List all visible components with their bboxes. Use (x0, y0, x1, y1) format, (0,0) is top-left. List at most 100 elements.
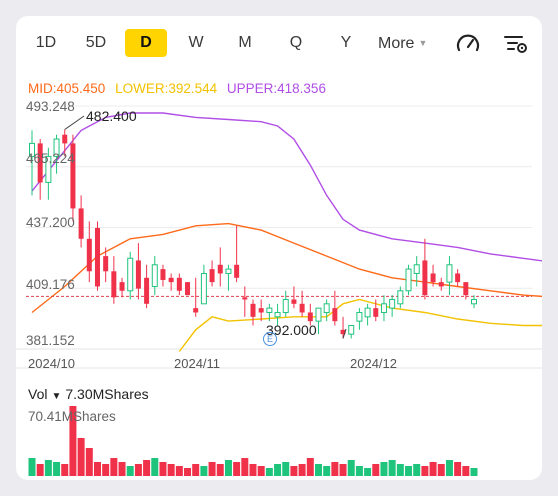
candle-body (446, 264, 453, 283)
candle-body (463, 282, 469, 296)
candle-body (160, 269, 166, 280)
volume-bar (118, 462, 126, 476)
candle-body (53, 138, 60, 157)
volume-bar (233, 462, 241, 476)
volume-header[interactable]: Vol ▼ 7.30MShares (28, 386, 149, 402)
volume-bar (110, 458, 118, 476)
volume-bar (216, 464, 224, 476)
chevron-down-icon: ▼ (418, 38, 428, 48)
candle-body (200, 272, 207, 305)
candle-body (209, 269, 215, 283)
volume-bar (224, 460, 232, 476)
volume-bar (396, 464, 404, 476)
candle-body (144, 277, 150, 304)
volume-bar (282, 462, 290, 476)
tab-q[interactable]: Q (289, 34, 303, 51)
volume-bar (69, 406, 77, 476)
candle-body (422, 260, 428, 296)
candle-body (274, 311, 281, 318)
low-annotation: 392.000 (266, 322, 317, 338)
y-tick-label: 493.248 (26, 99, 75, 114)
candle-body (185, 282, 191, 296)
volume-bar (372, 464, 380, 476)
candle-body (299, 303, 305, 313)
stock-chart-card: 1D 5D D W M Q Y More ▼ MID:405.450 LOWER:… (16, 16, 542, 480)
candle-body (397, 290, 404, 305)
volume-label: Vol (28, 386, 48, 402)
volume-bar (93, 462, 101, 476)
tab-w[interactable]: W (188, 34, 204, 51)
volume-bar (36, 464, 44, 476)
volume-bar (323, 466, 331, 476)
candle-body (94, 227, 100, 287)
volume-bar (298, 464, 306, 476)
volume-bar (454, 462, 462, 476)
legend-upper: UPPER:418.356 (226, 81, 326, 96)
more-label: More (378, 35, 415, 52)
volume-bar (405, 466, 413, 476)
y-tick-label: 409.176 (26, 277, 75, 292)
price-chart[interactable] (16, 16, 542, 480)
candle-body (135, 260, 141, 289)
candle-body (217, 264, 223, 274)
volume-bar (241, 458, 249, 476)
candle-body (291, 299, 297, 304)
candle-body (29, 142, 35, 157)
volume-bar (347, 460, 355, 476)
volume-bar (77, 438, 85, 476)
tab-5d[interactable]: 5D (85, 34, 107, 51)
candle-body (258, 308, 264, 313)
candle-body (103, 256, 109, 272)
volume-bar (265, 468, 273, 476)
tab-d[interactable]: D (125, 29, 167, 57)
candle-body (389, 298, 396, 309)
x-tick-label: 2024/11 (174, 356, 221, 371)
candle-body (151, 264, 158, 287)
volume-bar (159, 462, 167, 476)
high-annotation: 482.400 (86, 108, 137, 124)
x-tick-label: 2024/10 (28, 356, 75, 371)
candle-body (119, 282, 125, 291)
volume-bar (44, 460, 52, 476)
candle-body (250, 303, 256, 317)
volume-bar (151, 458, 159, 476)
more-dropdown[interactable]: More ▼ (378, 29, 427, 57)
candle-body (340, 329, 346, 335)
candle-body (332, 308, 338, 322)
candle-body (413, 264, 420, 274)
volume-bar (470, 468, 478, 476)
volume-bar (331, 462, 339, 476)
tab-1d[interactable]: 1D (35, 34, 57, 51)
tab-m[interactable]: M (238, 34, 252, 51)
candle-body (242, 297, 248, 300)
low-leader (342, 328, 347, 339)
period-tabs: 1D 5D D W M Q Y More ▼ (16, 16, 542, 68)
tab-y[interactable]: Y (340, 34, 352, 51)
volume-bar (249, 464, 257, 476)
lower-band-line (178, 298, 542, 352)
volume-bar (306, 458, 314, 476)
volume-bar (437, 464, 445, 476)
candle-body (225, 268, 232, 274)
list-settings-icon[interactable] (502, 30, 530, 58)
candle-body (455, 273, 461, 283)
earnings-badge[interactable]: E (263, 332, 277, 346)
volume-value: 7.30MShares (65, 386, 149, 402)
volume-bar (85, 448, 93, 476)
candle-body (380, 303, 387, 313)
volume-bar (445, 460, 453, 476)
candle-body (356, 311, 363, 322)
gauge-icon[interactable] (454, 30, 482, 58)
y-tick-label: 437.200 (26, 215, 75, 230)
volume-bar (413, 464, 421, 476)
candle-body (266, 307, 273, 313)
volume-bar (274, 464, 282, 476)
volume-bar (61, 464, 69, 476)
volume-bar (184, 468, 192, 476)
volume-bar (290, 466, 298, 476)
candle-body (323, 303, 330, 313)
candle-body (111, 271, 117, 298)
legend-mid: MID:405.450 (28, 81, 106, 96)
volume-bar (462, 466, 470, 476)
legend-lower: LOWER:392.544 (115, 81, 218, 96)
